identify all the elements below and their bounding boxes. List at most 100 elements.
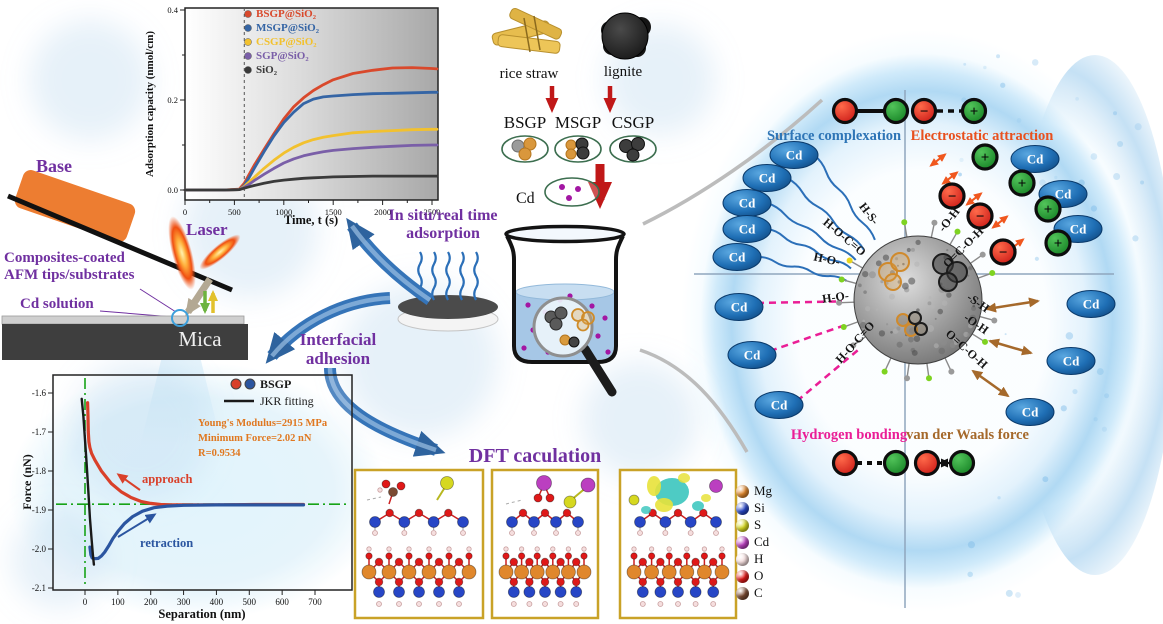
atom-H (531, 530, 537, 536)
atom-H (401, 530, 408, 536)
mechanism-symbols: CdCdCdCdCdCdCdCdCdCdCdCdCdCd++++−−−H-S-H… (712, 97, 1116, 477)
atom-H (639, 601, 646, 607)
si-atom-icon (736, 501, 749, 515)
cd-ion-text: Cd (1063, 354, 1080, 369)
isosurface-teal (641, 506, 651, 514)
atom-Mg (679, 564, 695, 580)
speckle (914, 261, 920, 267)
surface-pin (884, 357, 892, 371)
speckle (859, 321, 867, 329)
dft-legend-label: Cd (754, 534, 770, 549)
atom-O (571, 557, 581, 567)
h-bond (505, 499, 523, 505)
atom-H (675, 601, 681, 607)
bond-icon-ball (948, 449, 976, 477)
droplet (1000, 82, 1006, 88)
atom-H (366, 546, 372, 552)
lignite-icon (601, 12, 651, 60)
cd-ion: Cd (1005, 398, 1055, 426)
h-atom-icon (736, 552, 749, 566)
atom-Si (654, 586, 667, 598)
msgp-cluster (914, 322, 928, 336)
retraction-arrow (117, 513, 157, 538)
atom-H (684, 546, 690, 552)
pin-head (838, 276, 845, 283)
fit-annotation: R=0.9534 (198, 448, 241, 459)
cd-ion-body (712, 243, 762, 271)
x-tick-label: 500 (243, 597, 257, 607)
atom-O (374, 557, 384, 567)
bsgp-cluster (890, 252, 910, 272)
surface-pin (903, 224, 908, 238)
atom-Si (433, 586, 445, 598)
speckle (968, 323, 973, 329)
droplet (1015, 592, 1021, 598)
pin-head (981, 338, 988, 345)
tip-contact-circle (171, 309, 189, 327)
cd-ion-text: Cd (744, 348, 761, 363)
atom-Si (453, 586, 465, 598)
speckle (946, 292, 952, 298)
positive-ion: + (1044, 229, 1072, 257)
atom-Si (659, 516, 672, 528)
atom-Si (393, 586, 405, 598)
atom-H (687, 530, 694, 536)
electrostatic-arrow (929, 153, 947, 167)
y-tick-label: -2.1 (32, 583, 46, 593)
atom-Si (684, 516, 697, 528)
bond-icon-ball (882, 97, 910, 125)
atom-O (454, 557, 464, 567)
dft-legend-label: H (754, 551, 764, 566)
atom-Si (710, 516, 722, 528)
atom-Mg (545, 564, 561, 580)
y-tick-label: -1.6 (32, 388, 47, 398)
cd-ion: Cd (769, 141, 819, 169)
surface-complexation-label: Surface complexation (766, 128, 902, 144)
speckle (971, 305, 977, 311)
droplet (1075, 97, 1079, 101)
atom-Si (689, 586, 702, 598)
atom-Si (528, 516, 540, 528)
droplet (1113, 111, 1118, 116)
x-tick-label: 300 (177, 597, 191, 607)
approach-arrow (116, 473, 141, 491)
atom-H (550, 546, 556, 552)
legend-marker (244, 24, 252, 32)
afm-tips-label: Composites-coated AFM tips/substrates (4, 250, 135, 283)
x-tick-label: 2500 (424, 207, 441, 217)
lignite-label: lignite (603, 64, 643, 80)
surface-pin (926, 363, 930, 377)
legend-label: MSGP@SiO₂ (256, 22, 320, 34)
atom-C (388, 487, 398, 497)
droplet (1113, 172, 1121, 181)
atom-O (638, 557, 647, 567)
pin-head (904, 375, 911, 382)
csgp-cluster (938, 272, 958, 292)
speckle (930, 304, 935, 309)
atom-O (647, 552, 656, 560)
electrostatic-arrow (965, 192, 983, 206)
atom-O (385, 552, 393, 560)
process-arrows (545, 86, 617, 209)
laser-beam-icon (199, 234, 241, 270)
atom-O (556, 557, 565, 567)
cd-ion: Cd (712, 243, 762, 271)
atom-Si (634, 516, 646, 528)
ion-sign: + (981, 150, 990, 166)
atom-O (709, 557, 718, 567)
legend-label: BSGP (260, 377, 291, 391)
cd-ion-text: Cd (1027, 152, 1044, 167)
atom-O (545, 493, 555, 503)
isosurface-yellow (647, 476, 661, 496)
x-tick-label: 200 (144, 597, 158, 607)
hydrogen-bond-line (756, 300, 843, 305)
atom-Mg (401, 564, 417, 580)
bsgp-cluster (884, 273, 902, 291)
h-bond (366, 496, 382, 501)
interfacial-adhesion-label: Interfacial adhesion (299, 330, 377, 369)
atom-Si (554, 586, 567, 598)
connector-curves (639, 98, 824, 453)
dft-panels (353, 468, 738, 620)
atom-Cd (536, 475, 552, 491)
speckle (862, 319, 866, 323)
